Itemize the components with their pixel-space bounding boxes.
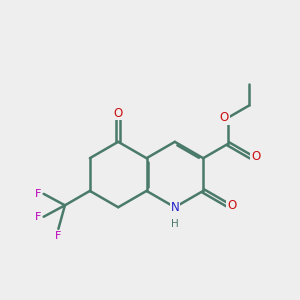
Text: O: O — [220, 111, 229, 124]
Text: N: N — [170, 201, 179, 214]
Text: O: O — [114, 106, 123, 119]
Text: O: O — [227, 199, 237, 212]
Text: F: F — [34, 189, 41, 199]
Text: O: O — [251, 150, 260, 164]
Text: H: H — [171, 219, 179, 229]
Text: F: F — [34, 212, 41, 222]
Text: F: F — [55, 231, 61, 241]
